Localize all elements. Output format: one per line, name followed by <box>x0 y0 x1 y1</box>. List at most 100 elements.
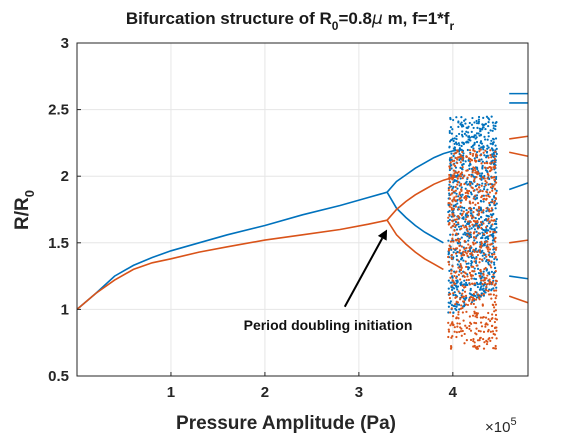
chaos-point-orange <box>488 248 492 251</box>
chaos-point-blue <box>481 220 484 223</box>
chaos-point-blue <box>475 235 478 238</box>
chaos-point-blue <box>470 130 473 133</box>
chaos-point-orange <box>468 324 471 328</box>
chaos-point-orange <box>474 322 478 325</box>
chaos-point-orange <box>460 158 464 161</box>
chaos-point-orange <box>491 161 494 164</box>
chaos-point-blue <box>455 305 458 308</box>
chaos-point-blue <box>494 171 497 174</box>
chaos-point-blue <box>458 132 461 136</box>
chaos-point-orange <box>493 289 496 292</box>
chaos-point-blue <box>486 235 490 238</box>
chaos-point-blue <box>450 215 453 218</box>
chaos-point-orange <box>467 157 471 160</box>
chaos-point-orange <box>467 192 470 195</box>
chaos-point-orange <box>485 191 489 194</box>
chaos-point-blue <box>475 255 478 259</box>
chaos-point-blue <box>470 261 474 264</box>
chaos-point-blue <box>477 217 481 220</box>
chaos-point-blue <box>447 311 450 314</box>
chaos-point-orange <box>463 290 467 293</box>
chaos-point-blue <box>494 122 497 125</box>
chaos-point-orange <box>474 171 477 174</box>
chaos-point-orange <box>494 240 497 243</box>
chaos-point-blue <box>475 296 479 299</box>
chaos-point-orange <box>492 166 495 169</box>
chaos-point-blue <box>475 196 479 200</box>
chaos-point-orange <box>487 156 490 159</box>
chaos-point-orange <box>471 154 474 157</box>
chaos-point-orange <box>460 266 463 269</box>
chaos-point-orange <box>476 293 480 296</box>
chaos-point-orange <box>480 244 483 247</box>
chaos-point-blue <box>469 139 472 142</box>
chaos-point-blue <box>479 272 482 275</box>
chaos-point-blue <box>492 124 495 127</box>
chaos-point-orange <box>450 336 453 339</box>
chaos-point-blue <box>488 203 491 206</box>
chaos-point-blue <box>456 263 459 266</box>
chaos-point-orange <box>460 171 463 174</box>
chaos-point-blue <box>447 251 451 255</box>
chaos-point-orange <box>491 303 494 306</box>
chaos-point-blue <box>475 230 478 233</box>
chaos-point-orange <box>488 336 491 340</box>
chaos-point-orange <box>487 259 491 262</box>
chaos-point-orange <box>495 294 498 297</box>
chaos-point-blue <box>484 291 487 294</box>
chaos-point-blue <box>475 119 478 123</box>
chaos-point-blue <box>450 288 454 292</box>
chaos-point-blue <box>455 137 458 141</box>
chaos-point-blue <box>455 143 459 146</box>
chaos-point-orange <box>478 261 481 264</box>
chaos-point-orange <box>472 337 475 341</box>
chaos-point-orange <box>484 277 487 280</box>
chaos-point-orange <box>448 181 452 184</box>
chaos-point-orange <box>479 330 482 333</box>
chaos-point-orange <box>458 322 461 325</box>
chaos-point-orange <box>461 300 465 303</box>
chaos-point-orange <box>459 205 462 208</box>
chaos-point-orange <box>453 196 456 199</box>
chaos-point-blue <box>477 118 481 121</box>
chaos-point-blue <box>478 183 481 186</box>
chaos-point-orange <box>447 260 450 264</box>
chaos-point-blue <box>467 131 470 134</box>
chaos-point-orange <box>447 247 451 250</box>
chaos-point-orange <box>490 219 493 222</box>
chaos-point-orange <box>448 244 451 247</box>
chaos-point-blue <box>468 164 471 167</box>
chaos-point-orange <box>492 346 495 350</box>
chaos-point-blue <box>473 141 476 144</box>
chaos-point-orange <box>471 223 474 226</box>
chaos-point-blue <box>459 258 463 261</box>
axes-box <box>76 42 529 377</box>
chaos-point-blue <box>487 117 490 120</box>
chaos-point-orange <box>471 241 475 244</box>
chaos-point-orange <box>465 246 468 250</box>
chaos-point-blue <box>456 288 459 291</box>
chaos-point-blue <box>475 166 479 169</box>
chaos-point-orange <box>494 344 497 348</box>
chaos-point-orange <box>465 196 468 200</box>
chaos-point-orange <box>474 306 477 309</box>
chaos-point-orange <box>493 300 496 304</box>
chaos-point-blue <box>452 287 456 290</box>
chaos-point-blue <box>463 231 466 234</box>
chaos-point-orange <box>449 311 452 314</box>
chaos-point-orange <box>459 172 462 176</box>
chaos-point-blue <box>476 283 480 286</box>
chaos-point-blue <box>487 229 490 232</box>
chaos-point-orange <box>461 311 464 314</box>
chaos-point-blue <box>464 187 467 190</box>
chaos-point-blue <box>450 138 453 141</box>
chaos-point-blue <box>482 289 486 293</box>
chaos-point-blue <box>458 308 461 311</box>
y-tick-label: 3 <box>61 35 69 52</box>
chaos-point-orange <box>447 321 450 324</box>
chaos-point-blue <box>461 130 464 133</box>
chaos-point-orange <box>482 151 485 154</box>
chaos-point-orange <box>447 335 450 339</box>
chaos-point-orange <box>466 233 469 236</box>
chaos-point-blue <box>487 121 490 124</box>
